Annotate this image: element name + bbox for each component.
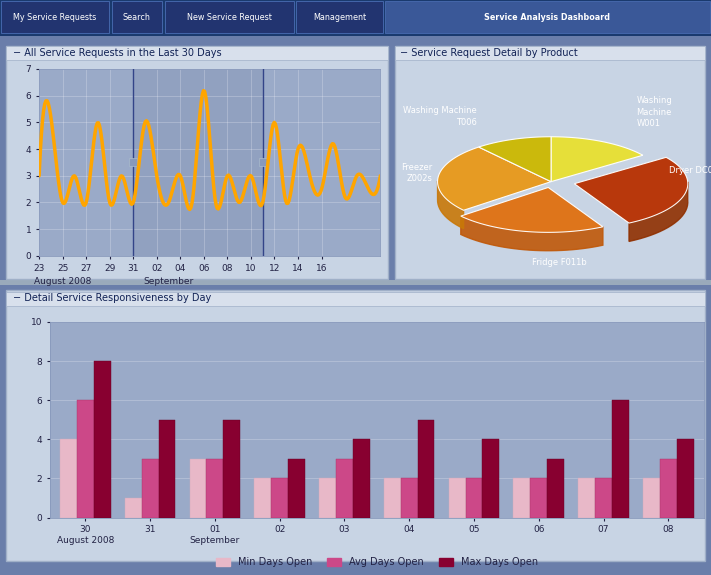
- Bar: [384, 478, 401, 518]
- Bar: [223, 420, 240, 518]
- Text: Service Analysis Dashboard: Service Analysis Dashboard: [484, 13, 611, 22]
- Text: August 2008: August 2008: [34, 277, 91, 286]
- Polygon shape: [437, 181, 464, 229]
- Bar: [595, 478, 612, 518]
- Text: − All Service Requests in the Last 30 Days: − All Service Requests in the Last 30 Da…: [13, 48, 221, 58]
- Text: Fridge F011b: Fridge F011b: [532, 258, 587, 267]
- Bar: [578, 478, 595, 518]
- Text: Freezer
Z002s: Freezer Z002s: [402, 163, 433, 183]
- Polygon shape: [574, 158, 688, 223]
- Text: My Service Requests: My Service Requests: [14, 13, 97, 22]
- Polygon shape: [551, 137, 643, 182]
- Bar: [159, 420, 176, 518]
- Text: − Service Request Detail by Product: − Service Request Detail by Product: [400, 48, 578, 58]
- Bar: [449, 478, 466, 518]
- Bar: [482, 439, 499, 518]
- Text: September: September: [144, 277, 193, 286]
- Bar: [336, 459, 353, 518]
- Text: Washing
Machine
W001: Washing Machine W001: [636, 97, 672, 128]
- Bar: [125, 498, 141, 518]
- Bar: [319, 478, 336, 518]
- Legend: Min Days Open, Avg Days Open, Max Days Open: Min Days Open, Avg Days Open, Max Days O…: [212, 554, 542, 572]
- Bar: [133, 69, 262, 256]
- Bar: [272, 478, 288, 518]
- Bar: [255, 478, 272, 518]
- Bar: [677, 439, 693, 518]
- Text: − Detail Service Responsiveness by Day: − Detail Service Responsiveness by Day: [13, 293, 211, 304]
- Bar: [612, 400, 629, 518]
- Text: Management: Management: [313, 13, 366, 22]
- Text: New Service Request: New Service Request: [187, 13, 272, 22]
- Bar: [530, 478, 547, 518]
- Bar: [417, 420, 434, 518]
- Bar: [513, 478, 530, 518]
- Bar: [190, 459, 206, 518]
- Bar: [94, 361, 111, 518]
- Bar: [643, 478, 660, 518]
- Bar: [206, 459, 223, 518]
- Bar: [288, 459, 305, 518]
- Bar: [77, 400, 94, 518]
- Bar: [660, 459, 677, 518]
- Polygon shape: [437, 147, 551, 210]
- Text: Search: Search: [123, 13, 151, 22]
- Bar: [353, 439, 370, 518]
- Bar: [60, 439, 77, 518]
- Polygon shape: [461, 187, 603, 232]
- Bar: [466, 478, 482, 518]
- Text: Dryer DC03: Dryer DC03: [669, 166, 711, 175]
- Polygon shape: [629, 182, 688, 241]
- Polygon shape: [479, 137, 551, 182]
- Polygon shape: [461, 216, 603, 251]
- Text: Washing Machine
T006: Washing Machine T006: [403, 106, 477, 126]
- Bar: [547, 459, 564, 518]
- Bar: [401, 478, 417, 518]
- Bar: [141, 459, 159, 518]
